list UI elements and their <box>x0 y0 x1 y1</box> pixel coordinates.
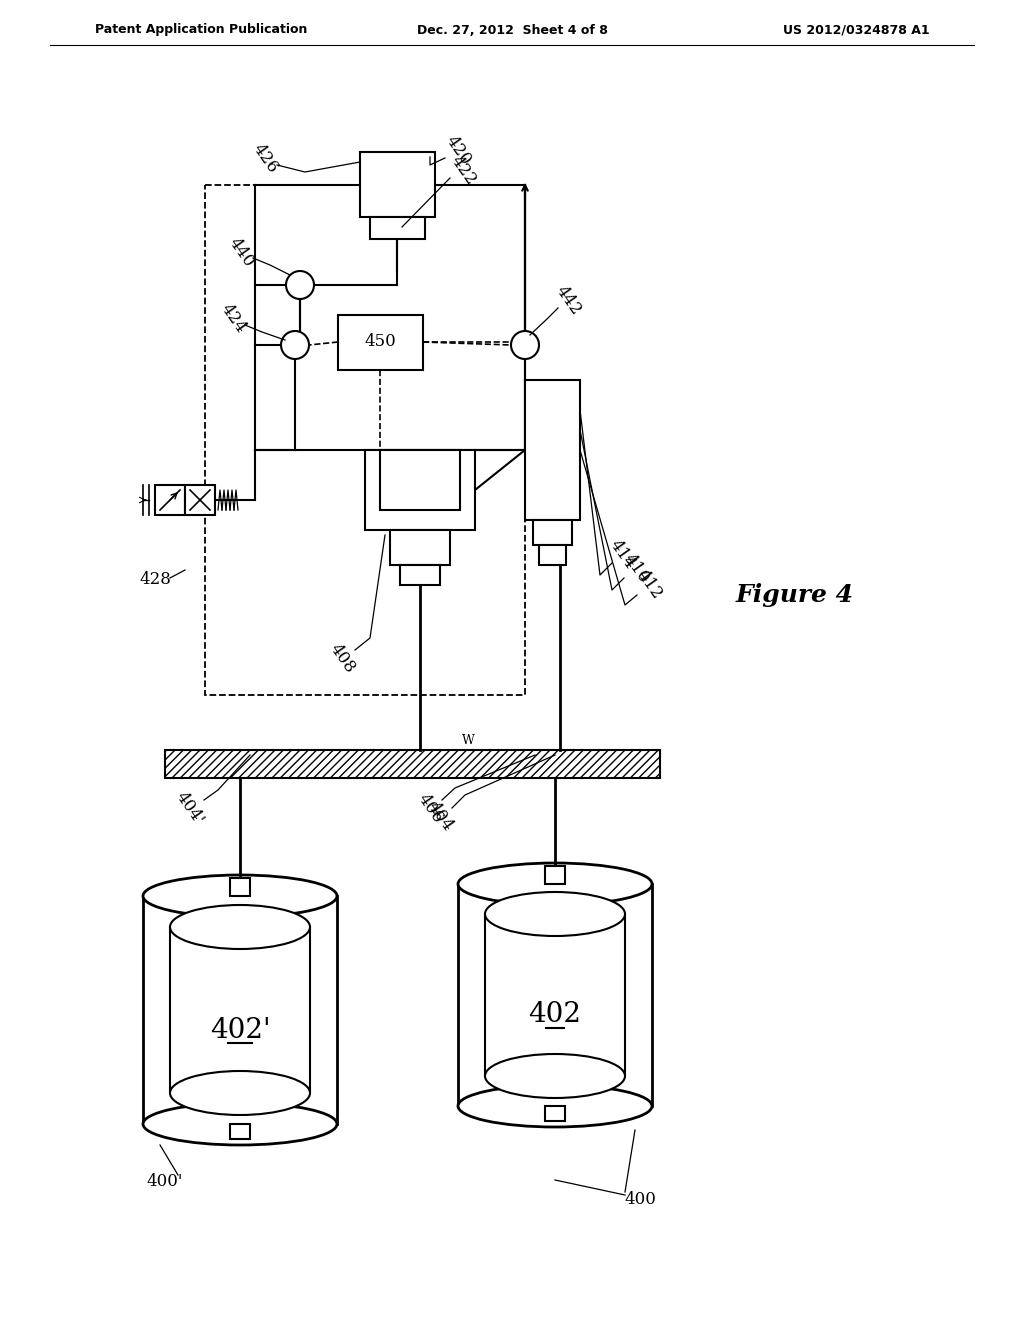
Bar <box>525 380 580 520</box>
Bar <box>155 484 185 515</box>
Bar <box>230 878 250 896</box>
Circle shape <box>286 271 314 300</box>
Ellipse shape <box>458 863 652 906</box>
Text: 400': 400' <box>146 1173 183 1191</box>
Text: 442: 442 <box>552 282 584 318</box>
Text: Patent Application Publication: Patent Application Publication <box>95 24 307 37</box>
Text: 400: 400 <box>624 1192 656 1209</box>
Text: 428: 428 <box>139 572 171 589</box>
Text: 422: 422 <box>446 152 479 187</box>
Text: 426: 426 <box>249 140 281 176</box>
Ellipse shape <box>170 906 310 949</box>
Text: 424: 424 <box>217 300 249 335</box>
Bar <box>534 520 572 545</box>
Text: 412: 412 <box>633 566 666 602</box>
Ellipse shape <box>143 1104 337 1144</box>
Bar <box>370 216 425 239</box>
Bar <box>545 1106 565 1121</box>
Text: 406: 406 <box>414 791 446 826</box>
Bar <box>365 450 475 531</box>
Circle shape <box>281 331 309 359</box>
Bar <box>338 315 423 370</box>
Text: Figure 4: Figure 4 <box>736 583 854 607</box>
Circle shape <box>511 331 539 359</box>
Text: W: W <box>462 734 474 747</box>
Ellipse shape <box>485 892 625 936</box>
Bar <box>205 185 525 696</box>
Text: Dec. 27, 2012  Sheet 4 of 8: Dec. 27, 2012 Sheet 4 of 8 <box>417 24 607 37</box>
Bar <box>390 531 450 565</box>
Ellipse shape <box>143 875 337 917</box>
Text: 414: 414 <box>606 536 638 572</box>
Text: 404': 404' <box>173 788 208 828</box>
Bar <box>360 152 435 216</box>
Bar <box>539 545 566 565</box>
Ellipse shape <box>458 1085 652 1127</box>
Text: 408: 408 <box>326 640 358 676</box>
Text: US 2012/0324878 A1: US 2012/0324878 A1 <box>783 24 930 37</box>
Text: 440: 440 <box>225 234 257 269</box>
Ellipse shape <box>170 1071 310 1115</box>
Bar <box>380 450 460 510</box>
Text: 404: 404 <box>424 799 456 834</box>
Ellipse shape <box>485 1053 625 1098</box>
Bar <box>230 1125 250 1139</box>
Bar <box>165 750 660 777</box>
Bar <box>545 866 565 884</box>
Bar <box>400 565 440 585</box>
Text: 420: 420 <box>442 132 474 168</box>
Bar <box>185 484 215 515</box>
Text: 410: 410 <box>620 550 652 586</box>
Text: 450: 450 <box>365 334 396 351</box>
Text: 402: 402 <box>528 1002 582 1028</box>
Text: 402': 402' <box>210 1016 270 1044</box>
